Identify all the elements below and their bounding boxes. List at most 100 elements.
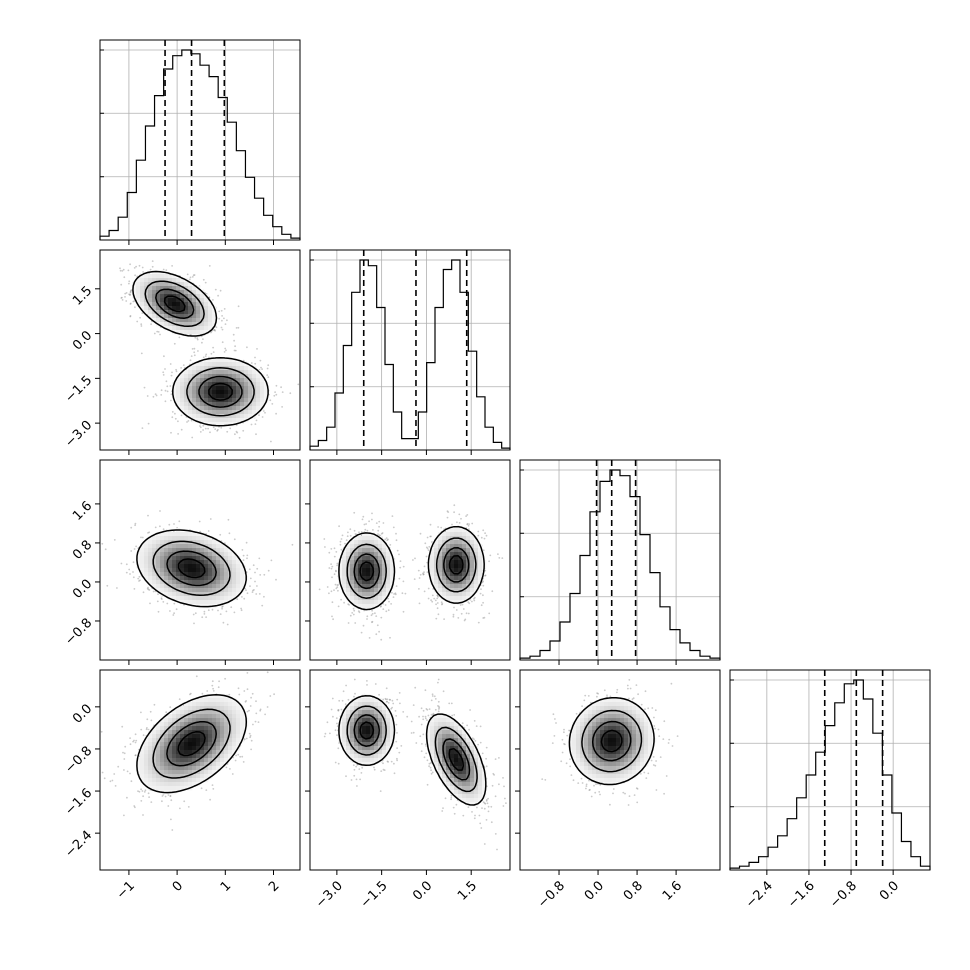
density-cell — [196, 418, 201, 423]
density-cell — [172, 298, 177, 303]
scatter-point — [318, 588, 321, 591]
density-cell — [212, 406, 217, 411]
density-cell — [188, 536, 193, 541]
density-cell — [232, 552, 237, 557]
scatter-point — [440, 601, 443, 604]
density-cell — [192, 536, 197, 541]
scatter-point — [130, 289, 132, 292]
density-cell — [248, 410, 253, 415]
density-cell — [244, 398, 249, 403]
density-cell — [200, 580, 205, 585]
density-cell — [156, 568, 161, 573]
scatter-point — [124, 292, 127, 295]
scatter-point — [197, 350, 199, 352]
scatter-point — [210, 352, 213, 355]
density-cell — [200, 536, 205, 541]
density-cell — [136, 298, 141, 303]
scatter-point — [129, 293, 132, 296]
density-cell — [212, 370, 217, 375]
scatter-point — [220, 426, 223, 429]
scatter-point — [129, 291, 132, 294]
density-cell — [224, 390, 229, 395]
density-cell — [192, 394, 197, 399]
scatter-point — [250, 423, 253, 426]
scatter-point — [382, 608, 385, 610]
density-cell — [244, 414, 249, 419]
density-cell — [220, 358, 225, 363]
density-cell — [188, 600, 193, 605]
density-cell — [216, 544, 221, 549]
contour-level — [152, 540, 231, 596]
scatter-point — [419, 573, 422, 576]
scatter-point — [202, 356, 205, 359]
density-cell — [180, 536, 185, 541]
density-cell — [240, 366, 245, 371]
density-cell — [192, 588, 197, 593]
density-cell — [140, 282, 145, 287]
density-cell — [148, 294, 153, 299]
density-cell — [188, 302, 193, 307]
density-cell — [140, 556, 145, 561]
density-cell — [168, 540, 173, 545]
density-cell — [208, 322, 213, 327]
density-cell — [208, 588, 213, 593]
scatter-point — [236, 598, 239, 601]
scatter-point — [270, 440, 272, 443]
density-cell — [184, 402, 189, 407]
scatter-point — [221, 319, 223, 322]
density-cell — [156, 540, 161, 545]
density-cell — [164, 286, 169, 291]
scatter-point — [215, 326, 218, 329]
density-cell — [220, 544, 225, 549]
density-cell — [180, 302, 185, 307]
scatter-point — [389, 636, 391, 639]
scatter-point — [166, 385, 169, 388]
scatter-point — [177, 433, 180, 435]
density-cell — [192, 568, 197, 573]
density-cell — [168, 298, 173, 303]
density-cell — [212, 560, 217, 565]
scatter-point — [349, 528, 352, 531]
density-cell — [260, 378, 265, 383]
density-cell — [148, 572, 153, 577]
scatter-point — [385, 610, 388, 613]
density-cell — [156, 318, 161, 323]
scatter-point — [205, 353, 208, 356]
density-cell — [212, 390, 217, 395]
scatter-point — [258, 557, 261, 560]
scatter-point — [423, 565, 426, 568]
density-cell — [204, 322, 209, 327]
scatter-point — [386, 539, 389, 542]
density-cell — [188, 310, 193, 315]
scatter-point — [237, 326, 240, 329]
density-cell — [240, 394, 245, 399]
density-cell — [180, 588, 185, 593]
scatter-point — [456, 521, 458, 524]
scatter-point — [137, 577, 140, 580]
scatter-point — [270, 559, 273, 562]
density-cell — [204, 564, 209, 569]
density-cell — [240, 382, 245, 387]
density-cell — [184, 576, 189, 581]
scatter-point — [226, 319, 228, 322]
density-cell — [144, 576, 149, 581]
scatter-point — [331, 576, 333, 579]
density-cell — [212, 318, 217, 323]
density-cell — [204, 552, 209, 557]
density-cell — [232, 390, 237, 395]
density-cell — [172, 310, 177, 315]
scatter-point — [362, 624, 365, 627]
density-cell — [192, 286, 197, 291]
scatter-point — [353, 511, 356, 514]
scatter-point — [128, 568, 131, 571]
scatter-point — [498, 557, 501, 559]
density-cell — [172, 318, 177, 323]
density-cell — [204, 318, 209, 323]
density-cell — [172, 556, 177, 561]
density-cell — [192, 398, 197, 403]
density-cell — [168, 302, 173, 307]
scatter-point — [220, 326, 223, 329]
density-cell — [176, 278, 181, 283]
density-cell — [232, 362, 237, 367]
density-cell — [176, 298, 181, 303]
